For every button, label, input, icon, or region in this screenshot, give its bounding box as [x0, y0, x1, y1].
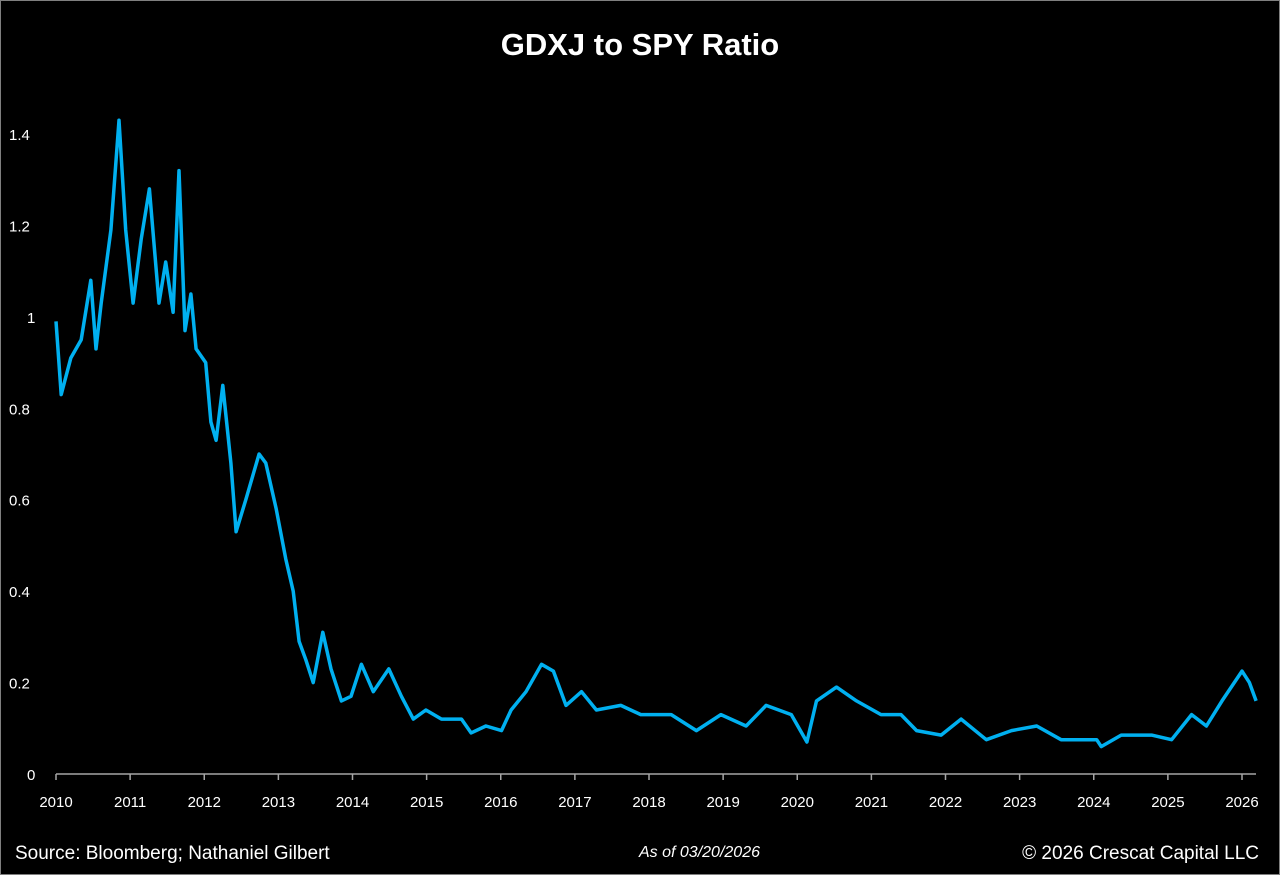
y-tick-label: 0.6: [9, 493, 30, 510]
x-tick-label: 2021: [855, 794, 888, 811]
chart-title: GDXJ to SPY Ratio: [500, 27, 780, 62]
y-tick-label: 1.4: [9, 127, 30, 144]
y-tick-label: 0.8: [9, 401, 30, 418]
x-tick-label: 2010: [39, 794, 72, 811]
y-tick-label: 0: [27, 767, 35, 784]
x-tick-label: 2022: [929, 794, 962, 811]
series-line-gdxj-spy: [54, 118, 1258, 749]
x-tick-label: 2015: [410, 794, 443, 811]
y-tick-label: 0.2: [9, 676, 30, 693]
x-tick-label: 2024: [1077, 794, 1110, 811]
x-tick-label: 2019: [706, 794, 739, 811]
x-tick-label: 2016: [484, 794, 517, 811]
x-tick-label: 2013: [262, 794, 295, 811]
as-of-date: As of 03/20/2026: [639, 844, 760, 861]
source-note: Source: Bloomberg; Nathaniel Gilbert: [15, 843, 330, 864]
x-tick-label: 2017: [558, 794, 591, 811]
x-tick-label: 2023: [1003, 794, 1036, 811]
y-tick-label: 0.4: [9, 584, 30, 601]
copyright-note: © 2026 Crescat Capital LLC: [1022, 843, 1259, 864]
x-tick-label: 2014: [336, 794, 369, 811]
x-tick-label: 2026: [1225, 794, 1258, 811]
y-tick-label: 1.2: [9, 218, 30, 235]
x-tick-label: 2025: [1151, 794, 1184, 811]
x-tick-label: 2012: [188, 794, 221, 811]
y-tick-label: 1: [27, 310, 35, 327]
x-tick-label: 2020: [781, 794, 814, 811]
x-tick-label: 2018: [632, 794, 665, 811]
x-tick-label: 2011: [114, 794, 146, 811]
